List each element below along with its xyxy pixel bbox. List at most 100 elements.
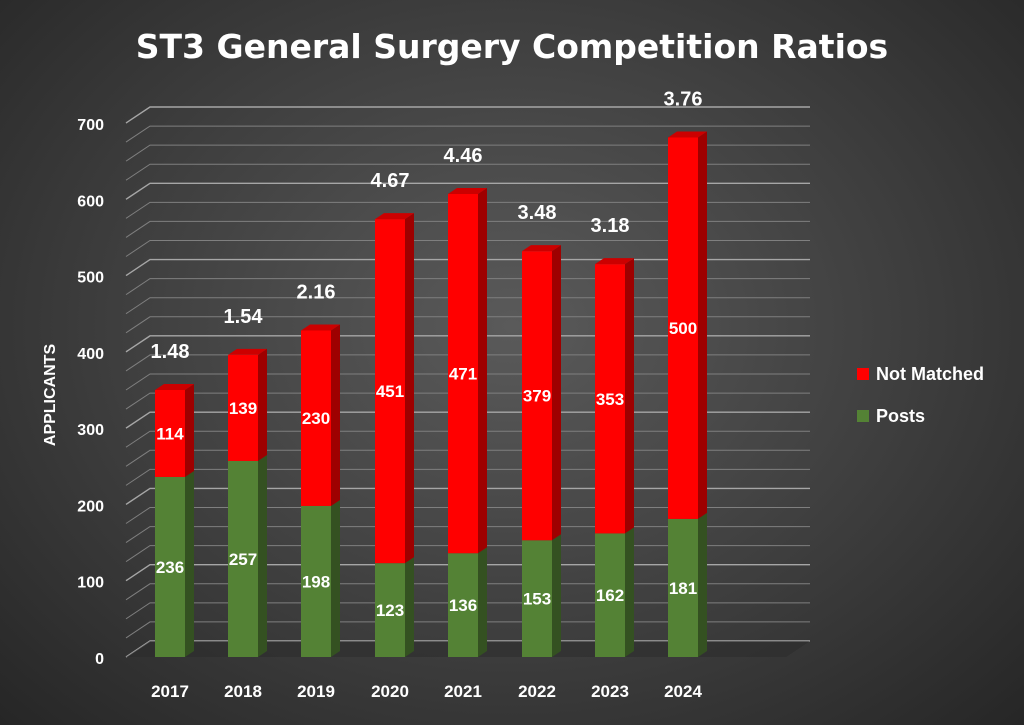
bar-posts-front: [595, 533, 625, 657]
x-tick-label: 2024: [664, 682, 702, 701]
gridline: [125, 278, 810, 296]
legend-label: Not Matched: [876, 364, 984, 384]
bar-not-matched-side: [405, 213, 414, 564]
bar-posts-front: [448, 553, 478, 657]
bar-not-matched-top: [155, 384, 194, 390]
data-label-posts: 153: [523, 590, 551, 609]
bar-not-matched-front: [595, 264, 625, 534]
bar-not-matched-front: [228, 354, 258, 461]
gridline: [125, 468, 810, 486]
bar-not-matched-top: [375, 213, 414, 220]
bar-not-matched-top: [668, 131, 707, 138]
x-tick-label: 2017: [151, 682, 189, 701]
bar-posts: [228, 454, 267, 657]
bar-posts-front: [228, 460, 258, 657]
gridline: [125, 201, 810, 219]
ratio-label: 3.18: [591, 215, 630, 237]
y-tick-label: 500: [77, 270, 104, 287]
data-label-not-matched: 230: [302, 409, 330, 428]
ratio-label: 4.67: [371, 170, 410, 192]
ratio-label: 3.76: [664, 88, 703, 110]
bar-posts-side: [185, 470, 194, 657]
y-tick-label: 100: [77, 575, 104, 592]
bar-not-matched-top: [595, 258, 634, 265]
gridlines: [125, 106, 810, 658]
gridline: [125, 240, 810, 257]
bar-posts-front: [522, 540, 552, 657]
gridline: [125, 392, 810, 410]
bar-posts-front: [301, 505, 331, 657]
gridline: [125, 564, 810, 582]
gridline: [125, 621, 810, 639]
data-label-not-matched: 139: [229, 399, 257, 418]
legend: Not Matched Posts: [857, 364, 984, 426]
gridline: [125, 144, 810, 162]
bar-not-matched: [522, 245, 561, 541]
bar-not-matched-front: [375, 219, 405, 564]
x-tick-label: 2019: [297, 682, 335, 701]
data-label-posts: 162: [596, 586, 624, 605]
bar-not-matched-side: [552, 245, 561, 541]
y-tick-label: 400: [77, 346, 104, 363]
x-tick-label: 2023: [591, 682, 629, 701]
ratio-label: 1.48: [151, 341, 190, 363]
bar-posts-side: [625, 527, 634, 657]
x-tick-label: 2020: [371, 682, 409, 701]
bar-posts-side: [552, 534, 561, 657]
chart-title: ST3 General Surgery Competition Ratios: [136, 27, 888, 66]
bar-posts-front: [155, 476, 185, 657]
bar-posts: [448, 547, 487, 657]
gridline: [125, 430, 810, 448]
data-label-not-matched: 379: [523, 387, 551, 406]
bar-not-matched-side: [698, 131, 707, 519]
gridline: [125, 411, 810, 429]
legend-swatch: [857, 368, 869, 380]
data-label-posts: 123: [376, 601, 404, 620]
data-label-not-matched: 471: [449, 365, 477, 384]
bar-not-matched-side: [185, 384, 194, 477]
data-label-posts: 198: [302, 572, 330, 591]
bar-posts: [522, 534, 561, 657]
data-label-posts: 257: [229, 550, 257, 569]
bar-not-matched: [448, 187, 487, 554]
gridline: [125, 297, 810, 315]
bar-posts-side: [698, 512, 707, 657]
gridline: [125, 220, 810, 238]
gridline: [125, 335, 810, 353]
gridline: [125, 163, 810, 181]
bar-not-matched-side: [478, 187, 487, 554]
legend-swatch: [857, 410, 869, 422]
gridline: [125, 526, 810, 543]
bar-not-matched-front: [155, 390, 185, 477]
y-axis-label: APPLICANTS: [42, 344, 59, 447]
bar-posts: [668, 512, 707, 657]
bar-not-matched-side: [258, 348, 267, 461]
ratio-label: 1.54: [224, 306, 264, 328]
y-axis-ticks: 0 100 200 300 400 500 600 700: [77, 117, 104, 668]
bar-posts: [301, 499, 340, 657]
data-label-not-matched: 114: [156, 424, 184, 443]
bar-posts-side: [405, 557, 414, 657]
data-label-not-matched: 353: [596, 390, 624, 409]
ratio-label: 3.48: [518, 202, 557, 224]
bar-not-matched-top: [301, 324, 340, 331]
x-axis-ticks: 2017 2018 2019 2020 2021 2022 2023 2024: [151, 682, 702, 701]
gridline: [125, 106, 810, 124]
bar-posts: [595, 527, 634, 657]
bar-not-matched-top: [448, 187, 487, 194]
y-tick-label: 200: [77, 498, 104, 515]
bar-posts-side: [258, 454, 267, 657]
gridline: [125, 258, 810, 277]
bar-not-matched: [228, 348, 267, 461]
bar-posts: [155, 470, 194, 657]
bar-not-matched: [668, 131, 707, 519]
bar-posts-front: [375, 563, 405, 657]
gridline: [125, 487, 810, 506]
gridline: [125, 316, 810, 334]
bar-not-matched: [155, 384, 194, 477]
data-label-posts: 136: [449, 596, 477, 615]
gridline: [125, 449, 810, 467]
y-tick-label: 700: [77, 117, 104, 134]
bar-posts-side: [331, 499, 340, 657]
